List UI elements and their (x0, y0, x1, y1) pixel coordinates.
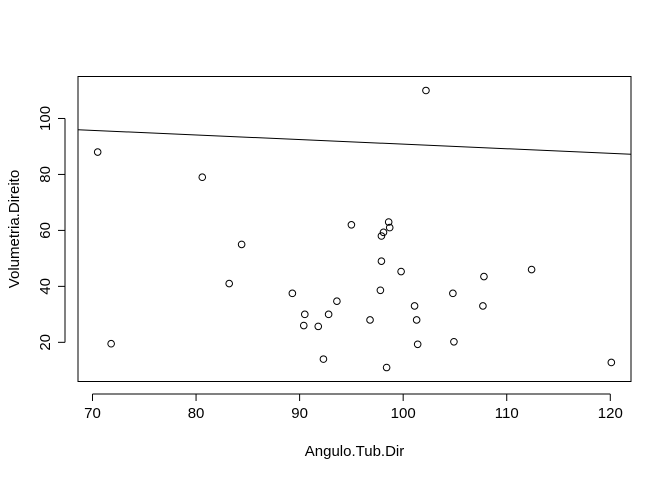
x-tick-label: 120 (598, 405, 623, 422)
data-point (333, 297, 341, 305)
data-point (314, 322, 323, 331)
data-point (607, 358, 616, 367)
data-point (397, 267, 405, 276)
y-axis-ticks: 20 40 60 80 100 (37, 106, 65, 351)
data-point (299, 321, 308, 330)
data-point (379, 228, 388, 237)
data-point (198, 173, 207, 182)
data-point (225, 279, 233, 288)
data-point (382, 363, 391, 372)
data-point (385, 223, 394, 232)
data-point (450, 337, 458, 346)
data-point (480, 272, 488, 281)
data-point (422, 86, 430, 95)
data-point (324, 310, 333, 319)
y-tick-label: 80 (37, 166, 54, 183)
data-point (412, 316, 421, 324)
y-axis-title: Volumetria.Direito (6, 170, 23, 288)
x-tick-label: 110 (495, 405, 519, 422)
data-point (449, 289, 457, 298)
data-point (237, 240, 246, 249)
x-tick-label: 70 (84, 405, 101, 422)
data-point (107, 339, 115, 348)
data-point (479, 302, 487, 310)
y-tick-label: 100 (37, 106, 54, 131)
data-point (413, 340, 422, 349)
data-point (288, 289, 297, 298)
y-tick-label: 60 (37, 222, 54, 239)
y-tick-label: 40 (37, 278, 54, 295)
data-point (300, 310, 309, 319)
x-tick-label: 90 (291, 405, 308, 422)
data-point (93, 148, 102, 156)
data-point (377, 232, 386, 240)
x-axis-title: Angulo.Tub.Dir (305, 443, 405, 460)
data-point (377, 257, 386, 265)
y-tick-label: 20 (37, 334, 54, 351)
data-point (376, 286, 385, 295)
x-tick-label: 100 (391, 405, 416, 422)
data-points (93, 86, 616, 372)
plot-frame (77, 76, 632, 382)
x-tick-label: 80 (188, 405, 205, 422)
x-axis-ticks: 70 80 90 100 110 120 (84, 394, 623, 422)
data-point (319, 355, 328, 363)
data-point (366, 316, 374, 324)
regression-line (77, 129, 632, 155)
data-point (347, 221, 356, 229)
data-point (410, 302, 419, 310)
data-point (384, 218, 393, 226)
data-point (527, 265, 536, 274)
regression-line-group (77, 129, 632, 155)
